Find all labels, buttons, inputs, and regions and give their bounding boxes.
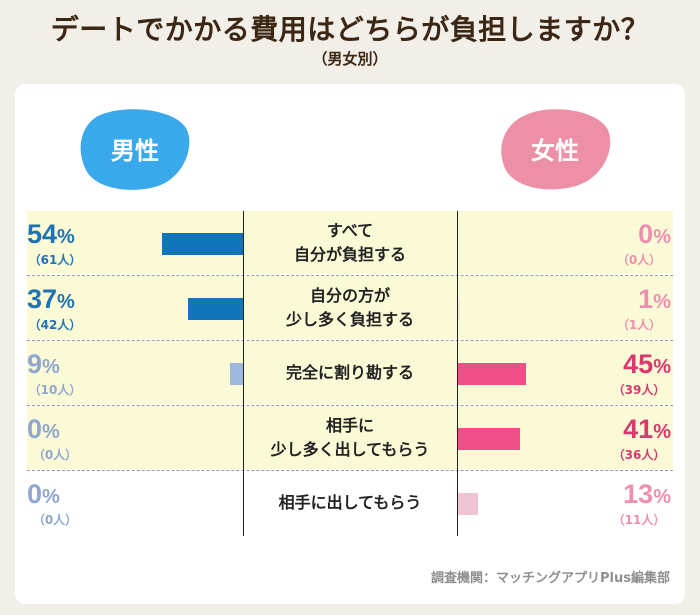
row-divider [27, 340, 673, 341]
right-axis-line [457, 211, 458, 536]
female-bar [458, 363, 526, 385]
male-percent: 0% [27, 479, 60, 510]
female-percent-unit: % [653, 226, 671, 248]
row-divider [27, 275, 673, 276]
male-blob [80, 109, 190, 190]
category-line: 完全に割り勘する [285, 362, 414, 382]
male-percent-unit: % [57, 226, 75, 248]
female-percent-unit: % [653, 291, 671, 313]
female-blob-shape [501, 109, 611, 190]
category-label: すべて自分が負担する [243, 219, 457, 267]
female-percent: 1% [638, 284, 671, 315]
male-percent: 37% [27, 284, 75, 315]
male-percent: 9% [27, 349, 60, 380]
female-bar [458, 493, 478, 515]
female-count: （11人） [612, 513, 666, 527]
female-percent-value: 45 [623, 349, 654, 379]
female-percent-unit: % [653, 421, 671, 443]
male-count: （10人） [28, 383, 82, 397]
male-percent-value: 9 [27, 349, 43, 379]
male-percent-value: 0 [27, 479, 43, 509]
butterfly-chart: すべて自分が負担する 54% （61人） 0% （0人） 自分の方が少し多く負担する 37%… [27, 211, 673, 536]
male-count: （61人） [28, 253, 82, 267]
category-label: 相手に少し多く出してもらう [243, 414, 457, 462]
male-percent-value: 54 [27, 219, 58, 249]
female-percent-value: 0 [638, 219, 654, 249]
left-axis-line [243, 211, 244, 536]
male-bar [162, 233, 243, 255]
male-blob-shape [80, 109, 190, 190]
category-line: 少し多く負担する [285, 309, 414, 329]
chart-subtitle: （男女別） [312, 50, 388, 68]
row-highlight [27, 211, 673, 274]
female-percent-value: 1 [638, 284, 654, 314]
male-count: （0人） [32, 448, 78, 462]
female-percent-unit: % [653, 486, 671, 508]
row-highlight [27, 276, 673, 339]
male-bar [229, 363, 243, 385]
female-percent: 13% [623, 479, 671, 510]
female-percent-value: 13 [623, 479, 654, 509]
category-line: 自分の方が [309, 285, 390, 305]
male-percent-unit: % [57, 291, 75, 313]
category-label: 自分の方が少し多く負担する [243, 284, 457, 332]
female-count: （36人） [612, 448, 666, 462]
female-count: （1人） [616, 318, 662, 332]
female-percent: 0% [638, 219, 671, 250]
row-divider [27, 405, 673, 406]
female-percent-unit: % [653, 356, 671, 378]
female-percent: 45% [623, 349, 671, 380]
female-bar [458, 428, 520, 450]
female-bar [458, 298, 460, 320]
category-line: すべて [326, 220, 374, 240]
male-percent-unit: % [42, 421, 60, 443]
female-percent-value: 41 [623, 414, 654, 444]
category-label: 完全に割り勘する [243, 361, 457, 385]
female-percent: 41% [623, 414, 671, 445]
male-percent-unit: % [42, 356, 60, 378]
male-count: （0人） [32, 513, 78, 527]
male-percent-value: 37 [27, 284, 58, 314]
female-blob [501, 109, 611, 190]
row-highlight [27, 406, 673, 469]
female-legend-label: 女性 [531, 137, 579, 165]
chart-title: デートでかかる費用はどちらが負担しますか？ [50, 13, 650, 46]
female-count: （39人） [612, 383, 666, 397]
female-count: （0人） [616, 253, 662, 267]
male-bar [187, 298, 243, 320]
male-percent-unit: % [42, 486, 60, 508]
category-line: 相手に [325, 415, 374, 435]
male-percent: 0% [27, 414, 60, 445]
source-credit: 調査機関：マッチングアプリPlus編集部 [431, 571, 670, 586]
male-count: （42人） [28, 318, 82, 332]
category-line: 自分が負担する [293, 244, 406, 264]
male-percent-value: 0 [27, 414, 43, 444]
row-highlight [27, 341, 673, 404]
male-percent: 54% [27, 219, 75, 250]
category-line: 相手に出してもらう [278, 492, 422, 512]
category-line: 少し多く出してもらう [270, 439, 430, 459]
category-label: 相手に出してもらう [243, 491, 457, 515]
row-divider [27, 470, 673, 471]
male-legend-label: 男性 [111, 137, 159, 165]
